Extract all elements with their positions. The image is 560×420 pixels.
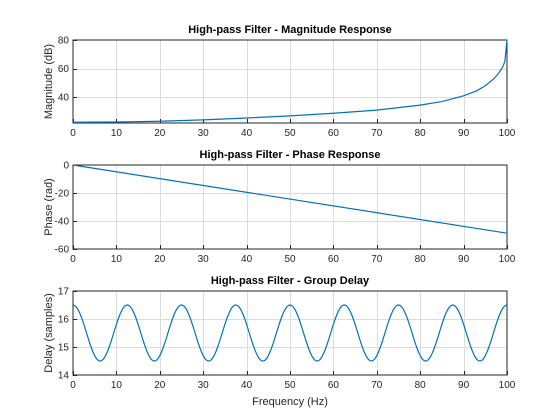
phase-x-tick-label: 60 bbox=[328, 254, 340, 265]
group-delay-y-tick-label: 14 bbox=[58, 371, 70, 382]
group-delay-y-axis-label: Delay (samples) bbox=[43, 293, 55, 372]
magnitude-y-tick-label: 60 bbox=[58, 64, 70, 75]
magnitude-x-tick-label: 10 bbox=[111, 128, 123, 139]
phase-y-axis-label: Phase (rad) bbox=[43, 178, 55, 235]
group-delay-x-tick-label: 20 bbox=[154, 380, 166, 391]
group-delay-y-tick-label: 15 bbox=[58, 343, 70, 354]
group-delay-y-tick-label: 16 bbox=[58, 315, 70, 326]
group-delay-x-tick-label: 70 bbox=[371, 380, 383, 391]
phase-x-tick-label: 50 bbox=[284, 254, 296, 265]
phase-x-tick-label: 20 bbox=[154, 254, 166, 265]
group-delay-y-tick-label: 17 bbox=[58, 287, 70, 298]
phase-axes-border bbox=[72, 164, 508, 250]
group-delay-series-line bbox=[72, 304, 508, 362]
group-delay-x-tick-label: 10 bbox=[111, 380, 123, 391]
magnitude-x-tick-label: 70 bbox=[371, 128, 383, 139]
phase-x-tick-label: 70 bbox=[371, 254, 383, 265]
magnitude-x-tick-label: 80 bbox=[415, 128, 427, 139]
magnitude-axes-border bbox=[72, 39, 508, 124]
phase-title: High-pass Filter - Phase Response bbox=[200, 149, 381, 161]
magnitude-y-tick-label: 80 bbox=[58, 36, 70, 47]
phase-x-tick-label: 40 bbox=[241, 254, 253, 265]
magnitude-x-tick-label: 0 bbox=[70, 128, 76, 139]
magnitude-x-tick-label: 20 bbox=[154, 128, 166, 139]
group-delay-x-tick-label: 0 bbox=[70, 380, 76, 391]
phase-x-tick-label: 100 bbox=[499, 254, 516, 265]
group-delay-x-axis-label: Frequency (Hz) bbox=[252, 396, 328, 408]
magnitude-x-tick-label: 30 bbox=[198, 128, 210, 139]
phase-series-line bbox=[72, 164, 508, 234]
magnitude-x-tick-label: 60 bbox=[328, 128, 340, 139]
group-delay-axes-border bbox=[72, 290, 508, 376]
group-delay-plot: 0 10 20 30 40 50 60 70 80 90 100 14 15 16 17 High-pass … bbox=[43, 275, 516, 408]
group-delay-x-tick-label: 40 bbox=[241, 380, 253, 391]
group-delay-x-tick-label: 30 bbox=[198, 380, 210, 391]
group-delay-x-tick-label: 60 bbox=[328, 380, 340, 391]
phase-y-tick-label: -20 bbox=[55, 189, 70, 200]
phase-x-tick-label: 30 bbox=[198, 254, 210, 265]
phase-x-tick-label: 0 bbox=[70, 254, 76, 265]
magnitude-plot: 0 10 20 30 40 50 60 70 80 90 100 40 60 80 High-pass Fi… bbox=[43, 24, 516, 139]
phase-y-tick-label: -40 bbox=[55, 217, 70, 228]
phase-y-tick-label: 0 bbox=[63, 161, 69, 172]
group-delay-x-tick-label: 50 bbox=[284, 380, 296, 391]
phase-x-tick-label: 80 bbox=[415, 254, 427, 265]
phase-x-tick-label: 10 bbox=[111, 254, 123, 265]
magnitude-y-tick-label: 40 bbox=[58, 93, 70, 104]
group-delay-title: High-pass Filter - Group Delay bbox=[211, 275, 370, 287]
phase-y-tick-label: -60 bbox=[55, 245, 70, 256]
magnitude-x-tick-label: 40 bbox=[241, 128, 253, 139]
group-delay-x-tick-label: 80 bbox=[415, 380, 427, 391]
group-delay-x-tick-label: 100 bbox=[499, 380, 516, 391]
magnitude-y-axis-label: Magnitude (dB) bbox=[43, 44, 55, 119]
magnitude-series-line bbox=[72, 39, 508, 123]
group-delay-x-tick-label: 90 bbox=[458, 380, 470, 391]
magnitude-x-tick-label: 90 bbox=[458, 128, 470, 139]
phase-x-tick-label: 90 bbox=[458, 254, 470, 265]
magnitude-title: High-pass Filter - Magnitude Response bbox=[188, 24, 392, 36]
magnitude-x-tick-label: 100 bbox=[499, 128, 516, 139]
magnitude-x-tick-label: 50 bbox=[284, 128, 296, 139]
phase-plot: 0 10 20 30 40 50 60 70 80 90 100 0 -20 -40 -60 High-pas… bbox=[43, 149, 516, 265]
